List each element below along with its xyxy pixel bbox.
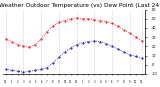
Title: Milwaukee Weather Outdoor Temperature (vs) Dew Point (Last 24 Hours): Milwaukee Weather Outdoor Temperature (v… [0, 3, 160, 8]
